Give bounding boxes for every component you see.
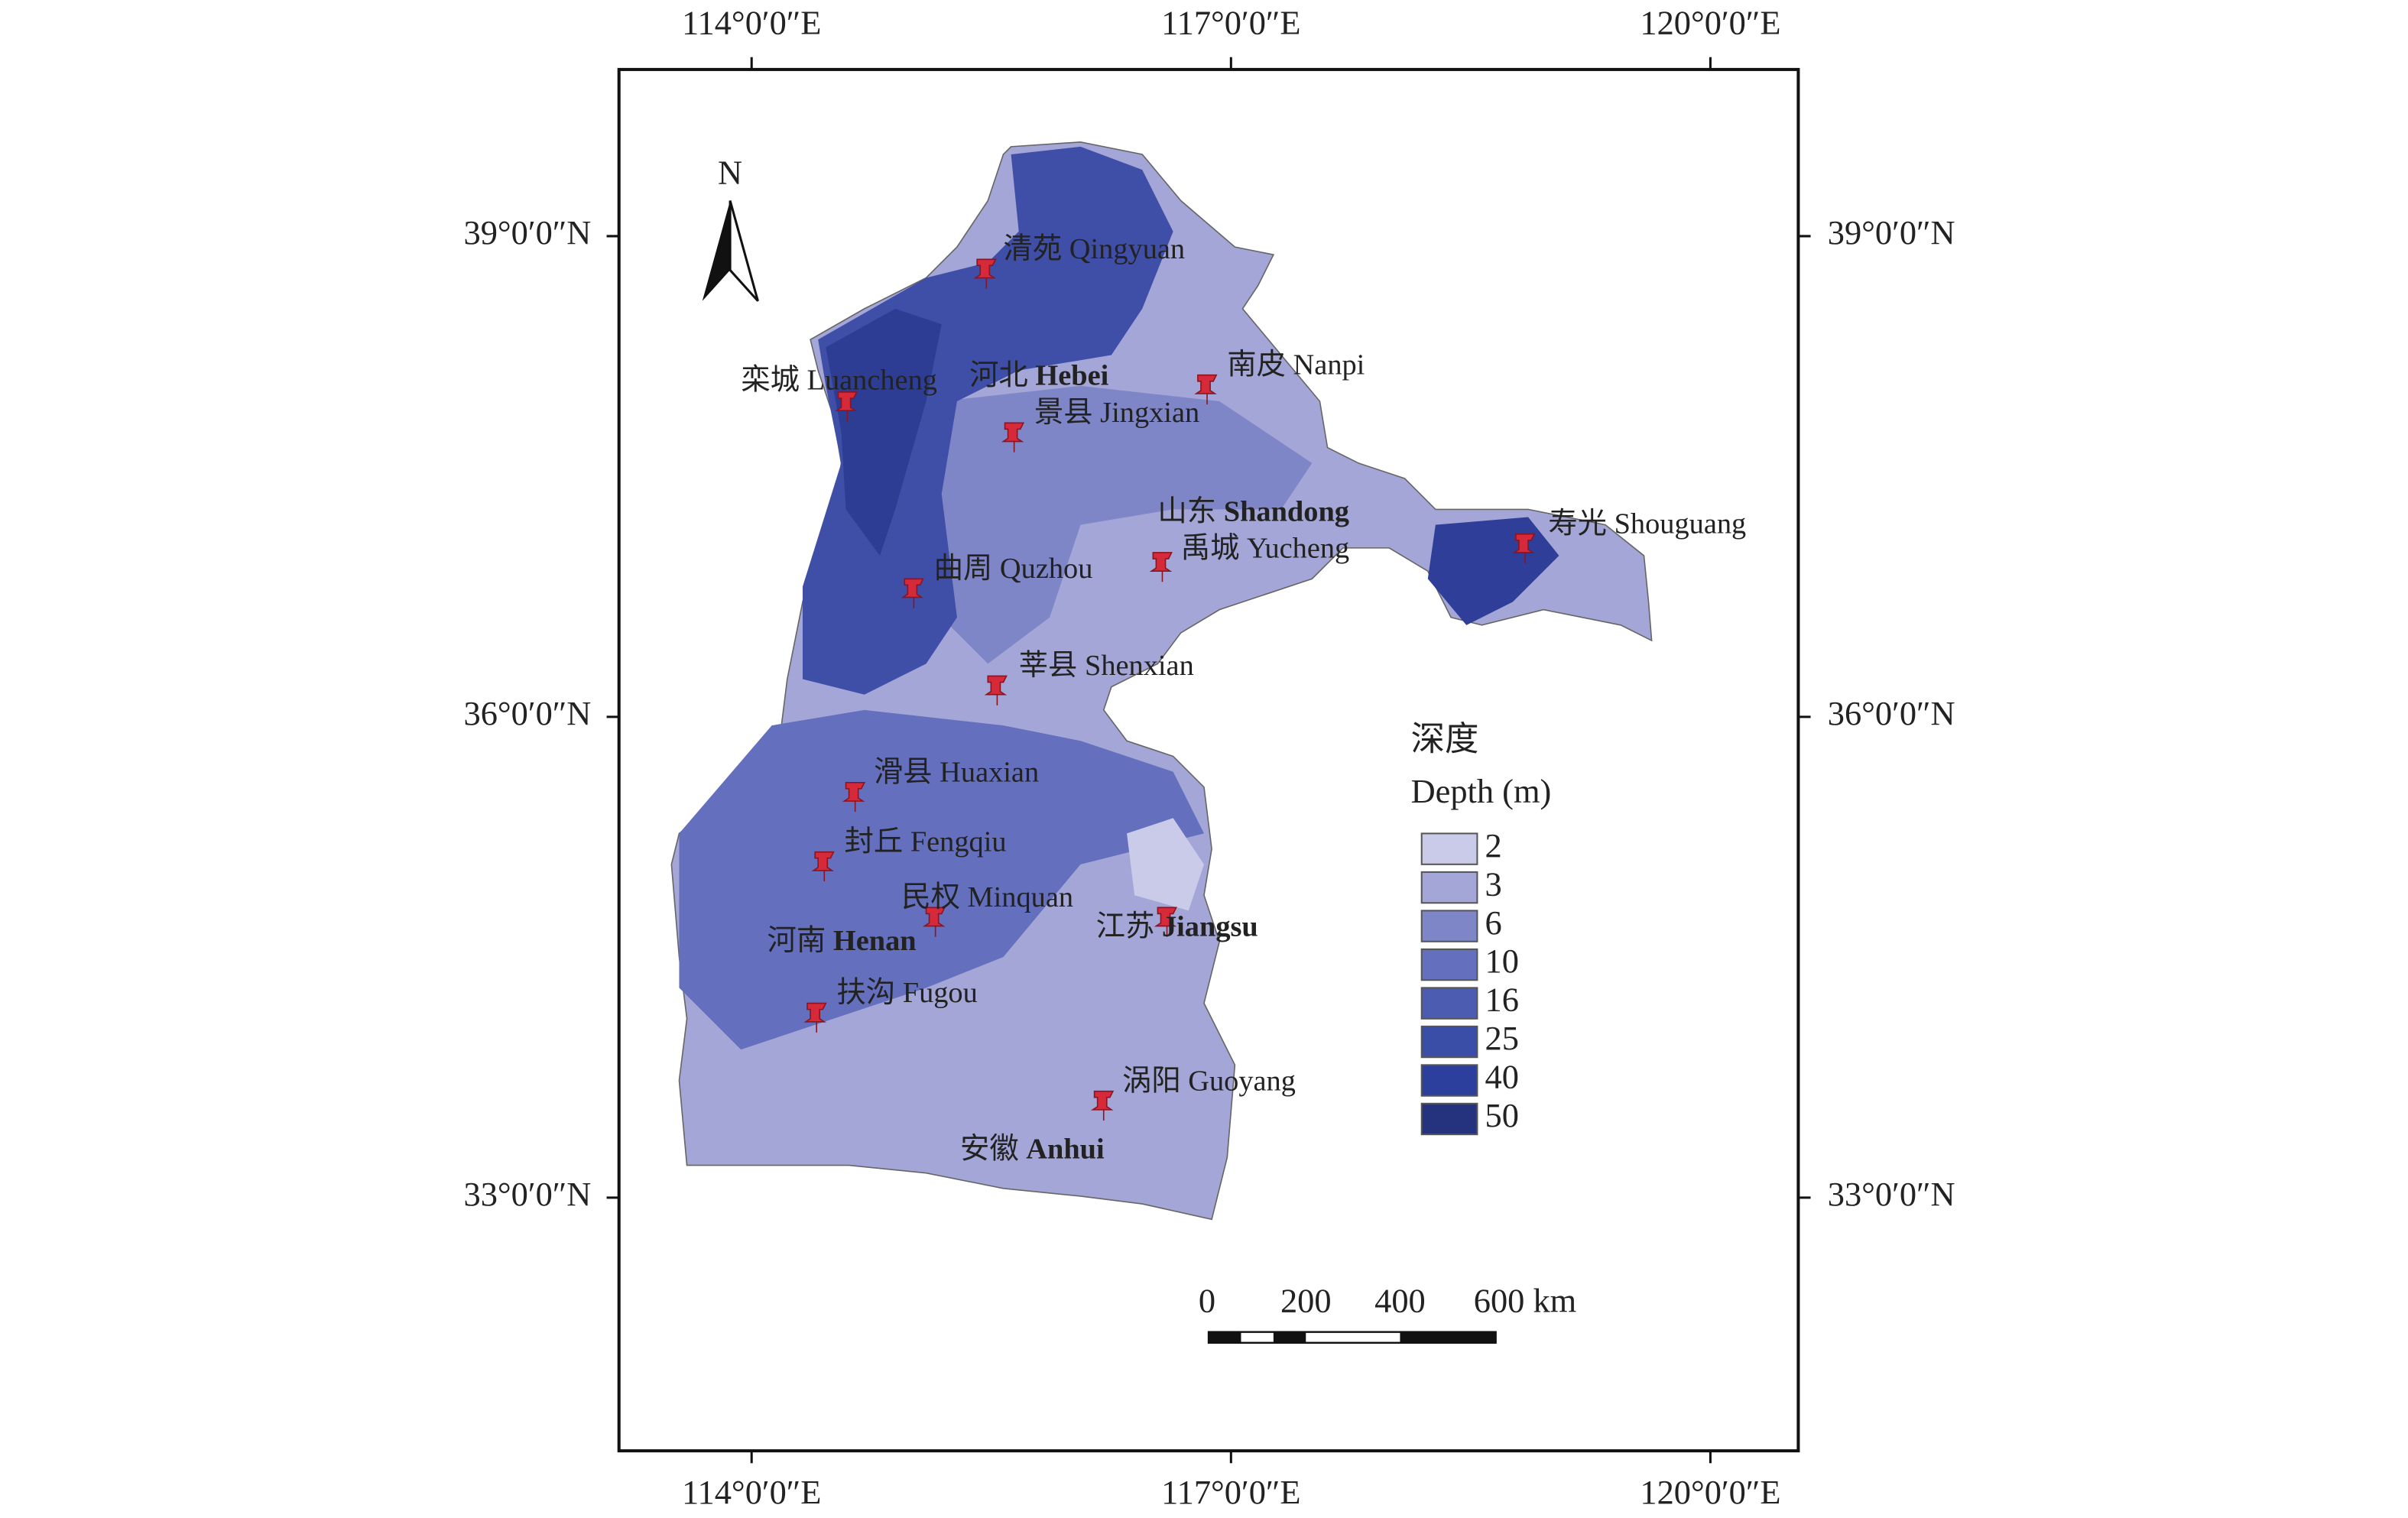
place-label: 景县 Jingxian — [1034, 397, 1199, 429]
region-label: 河南 Henan — [768, 925, 917, 957]
legend-label: 2 — [1485, 826, 1502, 864]
lat-label: 33°0′0″N — [464, 1175, 592, 1213]
area-zone — [1127, 818, 1204, 911]
lat-label: 39°0′0″N — [1828, 213, 1955, 251]
place-label: 禹城 Yucheng — [1181, 533, 1350, 565]
legend-swatch — [1420, 1064, 1478, 1097]
place-label: 莘县 Shenxian — [1019, 650, 1194, 682]
legend-label: 25 — [1485, 1019, 1519, 1057]
lon-label: 117°0′0″E — [1161, 4, 1300, 42]
lon-label: 120°0′0″E — [1640, 1473, 1780, 1511]
place-marker — [842, 781, 866, 813]
region-name-en: Hebei — [1035, 360, 1108, 392]
legend-swatch — [1420, 1025, 1478, 1059]
legend-title: Depth (m) — [1411, 772, 1552, 810]
region-label: 河北 Hebei — [969, 360, 1109, 392]
lon-label: 117°0′0″E — [1161, 1473, 1300, 1511]
study-area — [670, 141, 1653, 1221]
region-name-en: Jiangsu — [1162, 910, 1258, 942]
region-name-zh: 安徽 — [960, 1133, 1019, 1165]
region-label: 山东 Shandong — [1157, 495, 1349, 527]
legend-label: 50 — [1485, 1096, 1519, 1134]
place-marker — [973, 258, 997, 289]
legend-swatch — [1420, 948, 1478, 981]
legend-swatch — [1420, 1102, 1478, 1136]
region-name-zh: 江苏 — [1096, 910, 1155, 942]
scale-label: 400 — [1374, 1281, 1426, 1319]
region-label: 江苏 Jiangsu — [1096, 910, 1258, 942]
place-marker — [901, 578, 924, 608]
place-marker — [1001, 422, 1025, 452]
lon-label: 120°0′0″E — [1640, 4, 1780, 42]
place-marker — [1154, 907, 1177, 937]
place-marker — [1149, 552, 1173, 582]
area-zone — [679, 709, 1204, 1050]
legend-swatch — [1420, 910, 1478, 942]
region-name-zh: 山东 — [1157, 495, 1216, 527]
legend-swatch — [1420, 832, 1478, 865]
place-label: 涡阳 Guoyang — [1122, 1065, 1296, 1097]
lon-label: 114°0′0″E — [682, 1473, 821, 1511]
scale-label: 200 — [1280, 1281, 1332, 1319]
place-label: 南皮 Nanpi — [1227, 349, 1365, 381]
lat-label: 36°0′0″N — [464, 694, 592, 732]
scale-label: 0 — [1199, 1281, 1215, 1319]
legend-label: 16 — [1485, 981, 1519, 1019]
place-label: 民权 Minquan — [901, 881, 1073, 913]
place-marker — [834, 391, 858, 422]
lon-label: 114°0′0″E — [682, 4, 821, 42]
legend-label: 40 — [1485, 1058, 1519, 1096]
place-marker — [811, 851, 835, 882]
north-label: N — [718, 153, 742, 191]
place-label: 栾城 Luancheng — [741, 364, 937, 397]
legend-label: 3 — [1485, 864, 1502, 903]
region-label: 安徽 Anhui — [960, 1133, 1105, 1165]
place-marker — [984, 675, 1008, 705]
legend-label: 10 — [1485, 942, 1519, 980]
area-zone — [803, 146, 1173, 695]
place-label: 曲周 Quzhou — [934, 553, 1093, 585]
scale-bar-segment — [1273, 1331, 1306, 1343]
lat-label: 33°0′0″N — [1828, 1175, 1955, 1213]
place-marker — [1512, 533, 1536, 564]
legend-swatch — [1420, 987, 1478, 1020]
area-zone — [826, 308, 942, 556]
region-name-en: Shandong — [1224, 495, 1349, 527]
lat-label: 39°0′0″N — [464, 213, 592, 251]
place-label: 寿光 Shouguang — [1548, 507, 1746, 540]
place-label: 封丘 Fengqiu — [845, 825, 1007, 858]
legend-swatch — [1420, 871, 1478, 904]
place-label: 清苑 Qingyuan — [1003, 233, 1185, 265]
place-marker — [803, 1002, 827, 1033]
place-marker — [922, 907, 946, 937]
scale-bar-segment — [1209, 1331, 1241, 1343]
place-label: 滑县 Huaxian — [874, 756, 1039, 788]
region-name-en: Henan — [833, 925, 917, 957]
region-name-zh: 河南 — [768, 925, 826, 957]
scale-bar — [1207, 1331, 1497, 1344]
region-name-zh: 河北 — [969, 360, 1028, 392]
legend-title: 深度 — [1411, 719, 1479, 757]
scale-bar-segment — [1400, 1331, 1496, 1343]
lat-label: 36°0′0″N — [1828, 694, 1955, 732]
place-marker — [1194, 374, 1218, 405]
region-name-en: Anhui — [1026, 1133, 1105, 1165]
legend-label: 6 — [1485, 903, 1502, 942]
north-arrow-half — [729, 200, 759, 302]
area-zone — [941, 385, 1313, 664]
place-marker — [1090, 1090, 1115, 1121]
place-label: 扶沟 Fugou — [836, 977, 977, 1009]
scale-label: 600 km — [1474, 1281, 1576, 1319]
